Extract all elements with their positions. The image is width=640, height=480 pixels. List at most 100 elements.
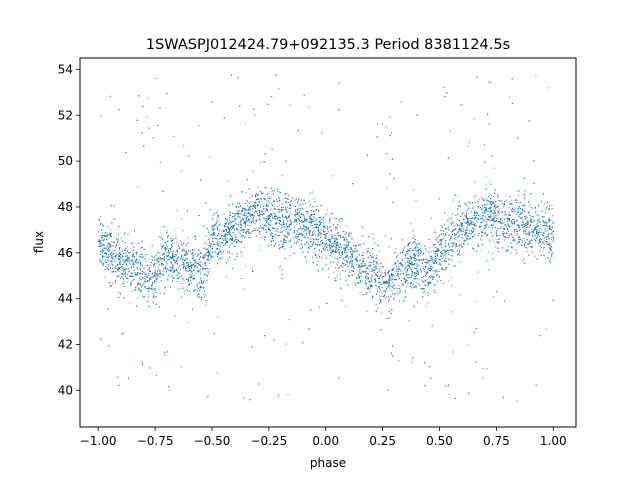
data-point [109, 255, 111, 257]
data-point [234, 230, 236, 232]
data-point [124, 273, 126, 275]
data-point [403, 248, 405, 250]
data-point [322, 269, 324, 271]
data-point [258, 201, 260, 202]
data-point [388, 296, 389, 298]
data-point [459, 250, 461, 252]
data-point [117, 238, 119, 240]
data-point [377, 123, 378, 125]
data-point [523, 258, 525, 260]
data-point [286, 226, 288, 228]
data-point [431, 217, 432, 219]
data-point [294, 242, 295, 244]
data-point [493, 221, 495, 223]
data-point [501, 200, 503, 202]
data-point [105, 247, 107, 249]
data-point [226, 276, 228, 278]
data-point [218, 252, 220, 254]
data-point [535, 229, 537, 231]
data-point [516, 234, 518, 236]
data-point [217, 234, 218, 236]
data-point [402, 273, 404, 275]
data-point [532, 207, 534, 209]
data-point [531, 222, 533, 223]
data-point [519, 239, 521, 241]
data-point [549, 227, 551, 229]
data-point [259, 244, 261, 246]
data-point [540, 221, 542, 223]
data-point [481, 239, 483, 241]
data-point [392, 278, 393, 280]
data-point [208, 243, 210, 245]
data-point [270, 198, 272, 199]
data-point [476, 221, 478, 223]
data-point [128, 269, 130, 271]
data-point [177, 280, 179, 282]
data-point [223, 213, 225, 215]
data-point [512, 236, 513, 238]
data-point [345, 255, 347, 257]
data-point [230, 220, 232, 222]
data-point [130, 276, 132, 277]
data-point [175, 236, 177, 238]
data-point [244, 216, 246, 218]
data-point [176, 277, 178, 279]
data-point [313, 230, 315, 232]
data-point [468, 230, 470, 232]
data-point [458, 234, 460, 236]
data-point [416, 246, 418, 248]
data-point [477, 235, 479, 237]
data-point [267, 217, 268, 219]
data-point [496, 215, 498, 216]
data-point [279, 204, 280, 206]
data-point [478, 207, 479, 209]
data-point [509, 96, 511, 98]
data-point [114, 266, 116, 267]
data-point [262, 197, 264, 199]
data-point [252, 218, 254, 219]
data-point [440, 225, 442, 226]
data-point [431, 275, 433, 277]
data-point [338, 245, 339, 247]
data-point [124, 259, 126, 261]
data-point [156, 260, 158, 262]
data-point [533, 227, 535, 229]
data-point [463, 244, 465, 246]
data-point [551, 254, 553, 256]
data-point [101, 244, 103, 246]
data-point [501, 225, 503, 227]
data-point [369, 266, 371, 268]
data-point [309, 200, 311, 202]
data-point [126, 246, 128, 248]
data-point [400, 261, 402, 263]
data-point [552, 252, 554, 254]
data-point [229, 233, 231, 235]
data-point [344, 251, 346, 253]
data-point [416, 301, 418, 303]
data-point [531, 246, 533, 248]
data-point [211, 233, 213, 235]
data-point [103, 240, 105, 242]
data-point [344, 260, 346, 262]
data-point [325, 237, 327, 239]
data-point [492, 219, 494, 221]
data-point [184, 293, 186, 295]
data-point [320, 218, 322, 220]
data-point [250, 205, 252, 207]
data-point [379, 303, 381, 304]
data-point [110, 267, 111, 269]
data-point [236, 227, 238, 229]
data-point [540, 241, 541, 243]
data-point [98, 241, 100, 243]
data-point [448, 250, 450, 251]
data-point [115, 257, 117, 259]
data-point [492, 225, 493, 226]
data-point [316, 222, 318, 224]
data-point [279, 224, 281, 226]
data-point [105, 235, 107, 237]
data-point [203, 258, 205, 259]
data-point [489, 212, 491, 214]
data-point [470, 218, 472, 219]
data-point [175, 250, 177, 252]
data-point [492, 252, 494, 254]
